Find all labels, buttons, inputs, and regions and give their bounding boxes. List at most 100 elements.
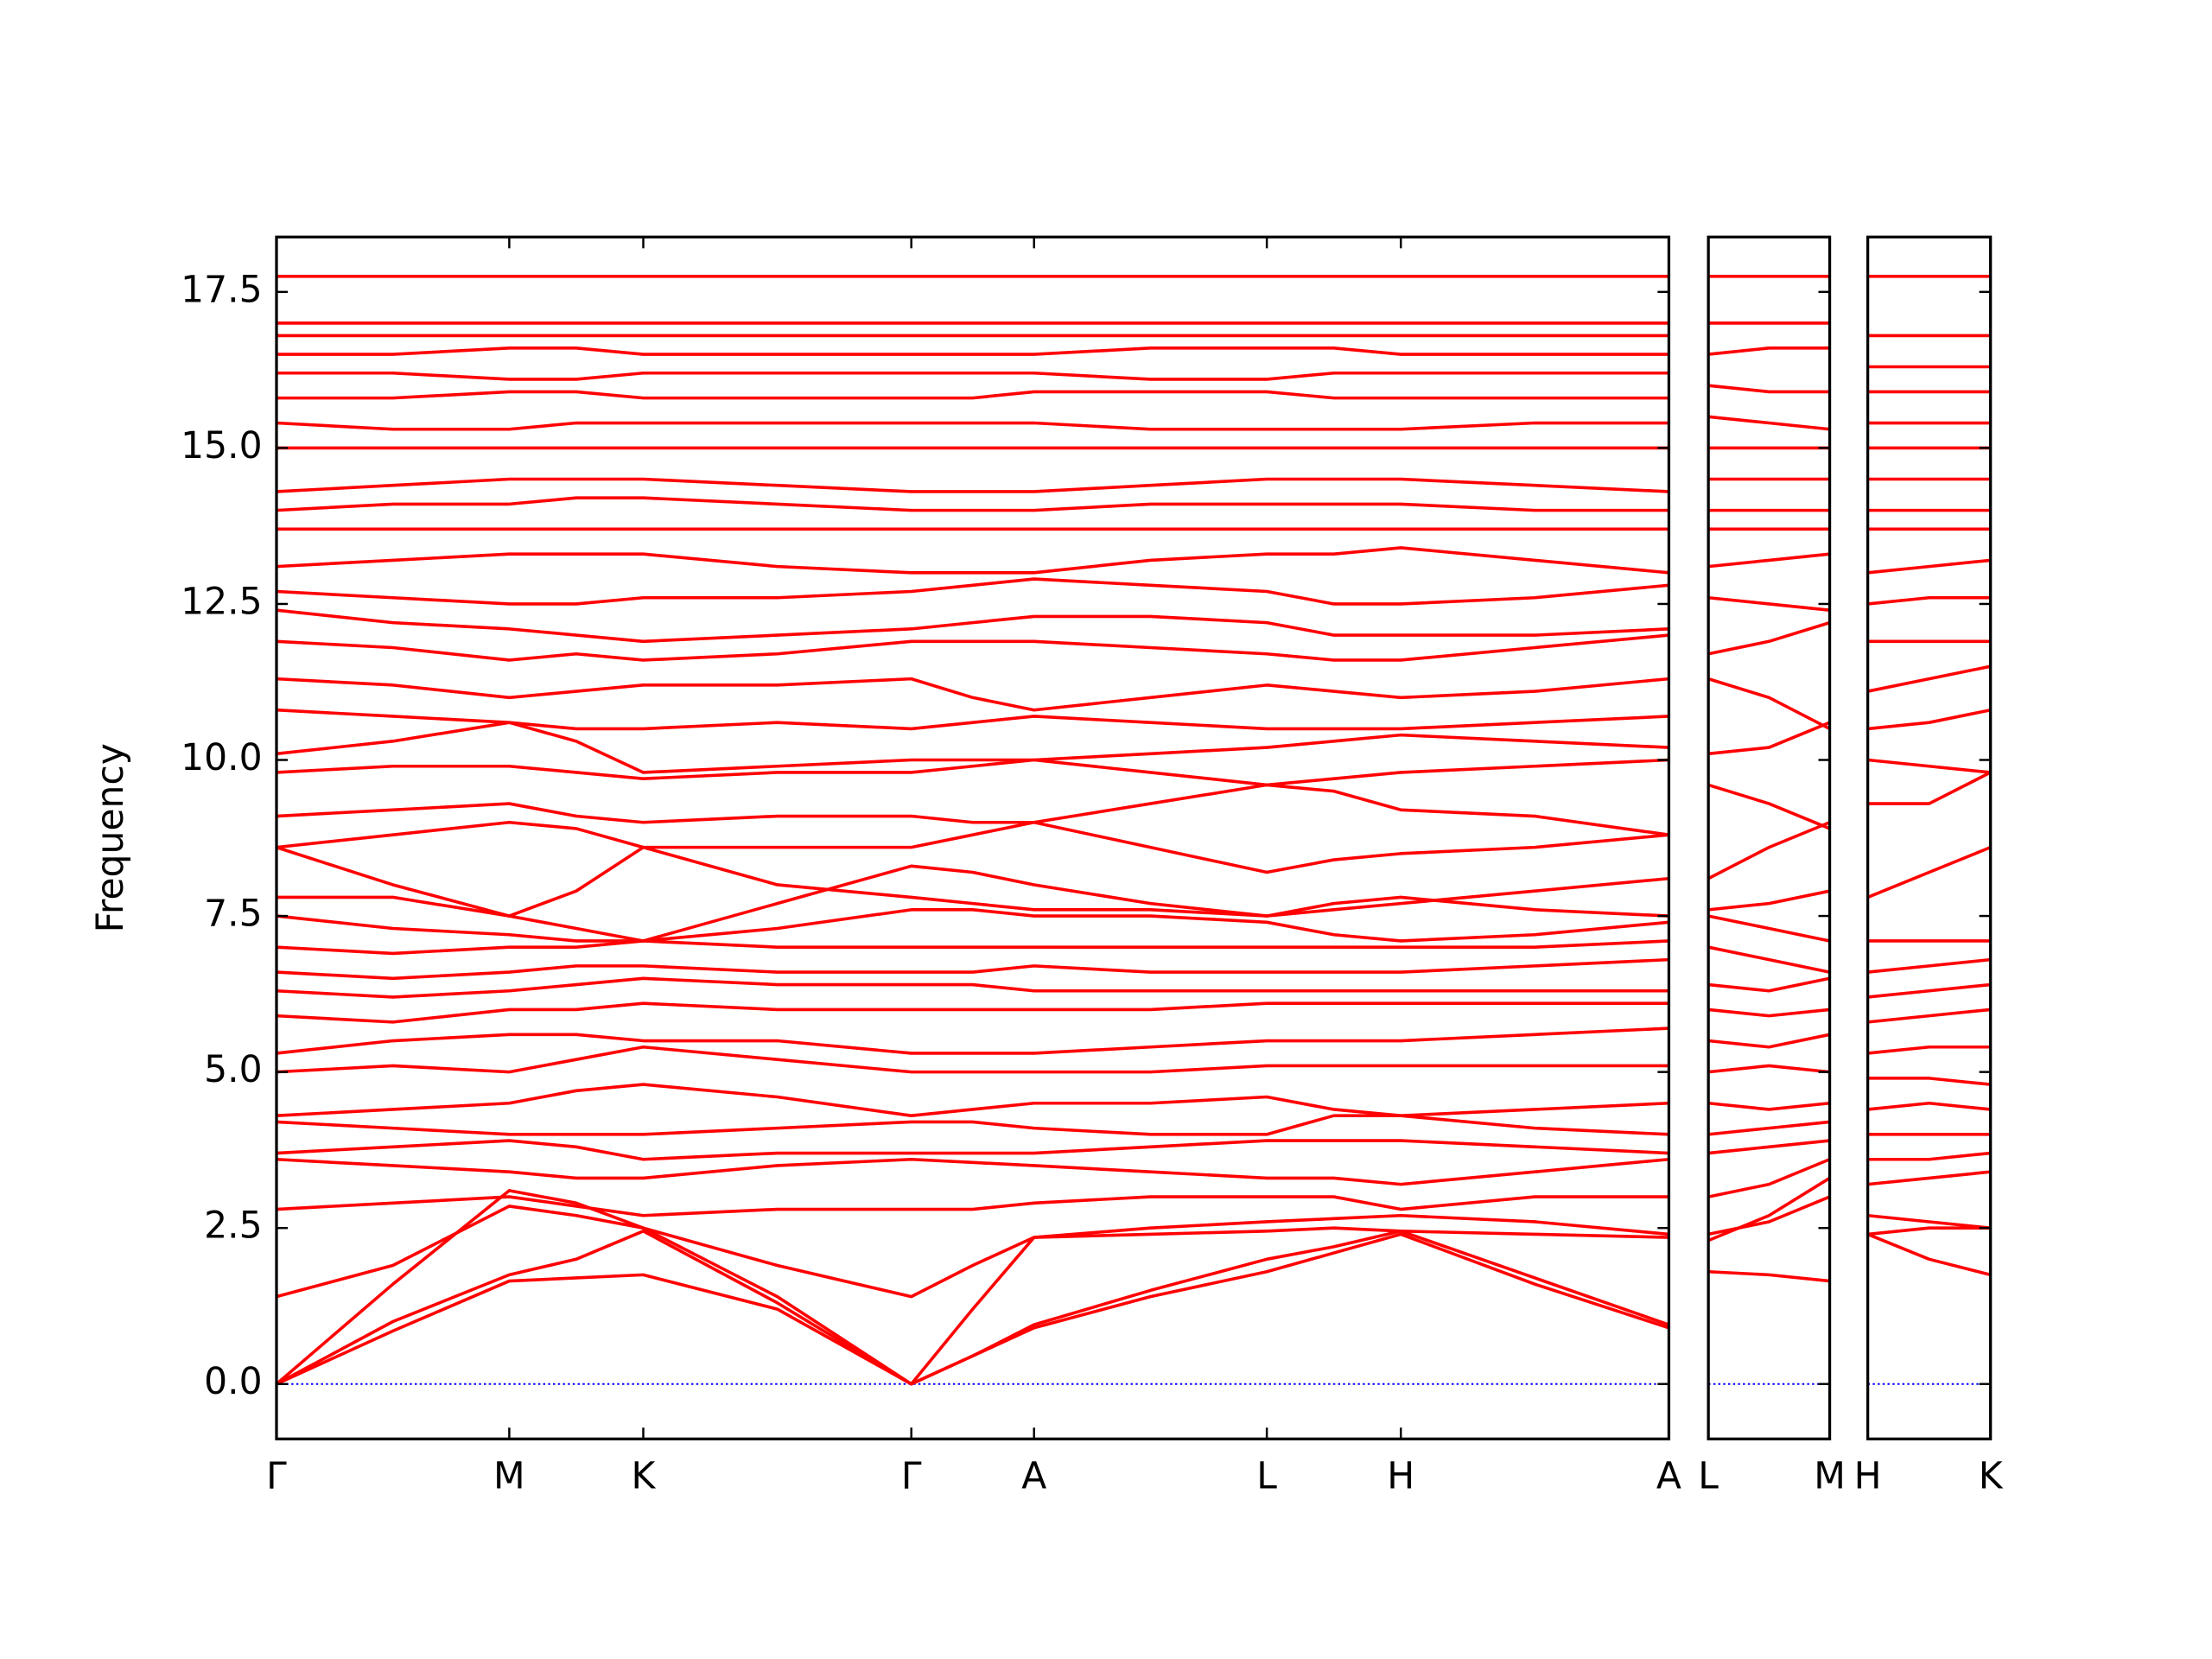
band [1867, 758, 1991, 774]
band [276, 390, 1669, 400]
band [276, 708, 1669, 731]
band [276, 1001, 1669, 1024]
band [1707, 945, 1830, 974]
y-tick-label: 10.0 [181, 737, 262, 779]
band [1866, 1232, 1992, 1277]
y-tick-label: 15.0 [181, 425, 262, 467]
band [276, 1157, 1669, 1186]
band [276, 496, 1669, 512]
band [276, 577, 1669, 606]
band [276, 421, 1669, 431]
plot-frame [1866, 235, 1993, 1440]
band [1707, 721, 1831, 756]
y-tick-label: 17.5 [181, 269, 262, 311]
band [276, 783, 1669, 849]
y-tick-label: 2.5 [204, 1205, 263, 1248]
band [1707, 889, 1830, 912]
band [1867, 1077, 1991, 1086]
y-tick-label: 7.5 [204, 893, 263, 936]
band [275, 1189, 1669, 1386]
band [1707, 783, 1831, 830]
x-tick-label: A [1021, 1456, 1046, 1498]
x-tick-label: H [1387, 1456, 1414, 1498]
band [276, 1114, 1669, 1136]
y-tick-label: 5.0 [204, 1049, 263, 1091]
band [1707, 677, 1831, 731]
band [1707, 620, 1831, 656]
band [1707, 1007, 1830, 1018]
band [1708, 1269, 1830, 1283]
band [276, 477, 1669, 493]
band [1867, 1170, 1991, 1186]
band [1707, 1176, 1831, 1243]
band [1867, 1007, 1991, 1024]
y-tick-label: 12.5 [181, 581, 262, 623]
band [276, 845, 1669, 943]
band [276, 908, 1669, 943]
band [1867, 1213, 1991, 1230]
band [276, 802, 1669, 874]
plot-frame [275, 235, 1671, 1440]
band [1707, 1033, 1830, 1049]
band [1707, 1195, 1831, 1236]
band [1867, 1151, 1991, 1161]
band [276, 721, 1669, 774]
band [276, 1083, 1669, 1117]
band [1707, 346, 1830, 356]
band [276, 1205, 1669, 1299]
band [1867, 957, 1991, 974]
band [1707, 595, 1830, 612]
band [1707, 552, 1830, 569]
band [1867, 708, 1992, 731]
band [1867, 771, 1992, 805]
plot-frame [1707, 235, 1832, 1440]
x-tick-label: A [1656, 1456, 1681, 1498]
x-tick-label: M [493, 1456, 525, 1498]
band [1707, 384, 1830, 394]
band [276, 976, 1669, 999]
band [276, 939, 1669, 956]
band [276, 1045, 1669, 1074]
band [1707, 821, 1831, 880]
band [276, 677, 1669, 712]
band [1707, 1120, 1830, 1136]
x-tick-label: K [632, 1456, 657, 1498]
y-tick-label: 0.0 [204, 1361, 263, 1403]
band [1867, 558, 1991, 575]
band [1867, 1226, 1991, 1236]
band [276, 1139, 1669, 1161]
band [1867, 595, 1991, 606]
band [1707, 1064, 1830, 1074]
band [276, 1195, 1669, 1217]
band [1707, 1158, 1831, 1198]
x-tick-label: L [1256, 1456, 1277, 1498]
x-tick-label: Γ [901, 1456, 922, 1498]
band [276, 1230, 1670, 1386]
band [276, 371, 1669, 381]
band [1707, 415, 1830, 431]
x-tick-label: L [1698, 1456, 1719, 1498]
band [1867, 1101, 1991, 1111]
band [1867, 982, 1991, 999]
x-tick-label: K [1979, 1456, 2004, 1498]
band [1867, 1045, 1991, 1055]
x-tick-label: Γ [266, 1456, 287, 1498]
x-tick-label: M [1814, 1456, 1846, 1498]
band [276, 546, 1669, 575]
band [276, 758, 1669, 787]
band [1867, 664, 1992, 693]
x-tick-label: H [1854, 1456, 1882, 1498]
band [1866, 845, 1992, 899]
band [1707, 1101, 1830, 1111]
y-axis-label: Frequency [90, 743, 132, 932]
band [276, 845, 1669, 918]
band [276, 346, 1669, 356]
band [1707, 1139, 1830, 1155]
band [276, 608, 1669, 644]
band [1707, 976, 1830, 993]
band [276, 633, 1669, 662]
band [1707, 914, 1830, 943]
band [276, 1027, 1669, 1055]
